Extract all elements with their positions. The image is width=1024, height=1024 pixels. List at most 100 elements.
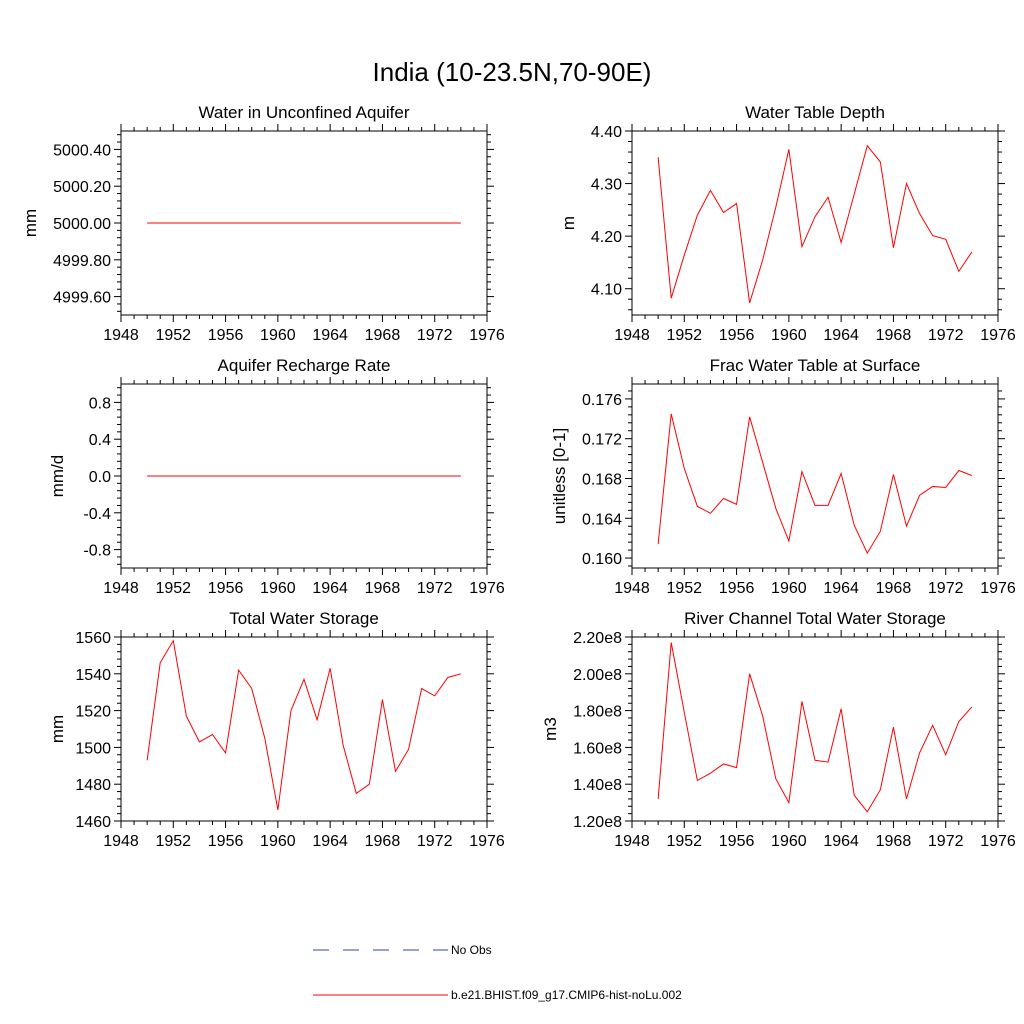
chart-panel-6: River Channel Total Water Storage 1948 195…	[541, 609, 1016, 850]
y-tick-label: 0.4	[89, 432, 111, 449]
y-tick-label: 1.40e8	[573, 777, 622, 794]
x-tick-label: 1956	[719, 580, 755, 597]
y-tick-label: 4999.60	[53, 290, 111, 307]
x-tick-label: 1956	[208, 580, 244, 597]
chart-panel-2: Water Table Depth 1948 1952 1956 1960 1964 196…	[559, 103, 1016, 344]
x-tick-label: 1976	[980, 580, 1016, 597]
y-tick-label: 5000.00	[53, 216, 111, 233]
panel-title: Frac Water Table at Surface	[710, 356, 921, 375]
y-axis-label: m	[559, 216, 578, 230]
y-tick-label: 2.20e8	[573, 630, 622, 647]
x-tick-label: 1948	[103, 580, 139, 597]
y-tick-label: 1480	[75, 777, 111, 794]
series-line	[146, 639, 461, 811]
y-tick-label: 4.10	[591, 282, 622, 299]
x-tick-label: 1948	[614, 580, 650, 597]
x-tick-label: 1972	[417, 580, 453, 597]
x-tick-label: 1956	[719, 833, 755, 850]
y-tick-label: -0.4	[83, 506, 111, 523]
x-tick-label: 1964	[312, 833, 348, 850]
x-tick-label: 1952	[666, 327, 702, 344]
x-tick-label: 1948	[103, 833, 139, 850]
x-tick-label: 1952	[155, 580, 191, 597]
x-tick-label: 1956	[208, 833, 244, 850]
y-tick-label: 4.20	[591, 229, 622, 246]
x-tick-label: 1976	[469, 327, 505, 344]
y-tick-label: 0.164	[582, 511, 622, 528]
x-tick-label: 1972	[928, 327, 964, 344]
x-tick-label: 1956	[719, 327, 755, 344]
x-tick-label: 1972	[417, 327, 453, 344]
panel-title: Water Table Depth	[745, 103, 885, 122]
y-tick-label: 1520	[75, 704, 111, 721]
y-tick-label: 0.160	[582, 551, 622, 568]
panel-title: Aquifer Recharge Rate	[218, 356, 391, 375]
panel-title: Water in Unconfined Aquifer	[198, 103, 409, 122]
x-tick-label: 1964	[823, 580, 859, 597]
chart-panels: Water in Unconfined Aquifer 1948 1952 1956 1…	[21, 103, 1016, 850]
chart-panel-5: Total Water Storage 1948 1952 1956 1960 1964 1…	[48, 609, 505, 850]
chart-panel-3: Aquifer Recharge Rate 1948 1952 1956 1960 196…	[48, 356, 505, 597]
y-tick-label: -0.8	[83, 543, 111, 560]
y-tick-label: 1.60e8	[573, 740, 622, 757]
x-tick-label: 1952	[666, 833, 702, 850]
y-tick-label: 4999.80	[53, 253, 111, 270]
x-tick-label: 1964	[823, 833, 859, 850]
y-tick-label: 0.172	[582, 432, 622, 449]
y-tick-label: 2.00e8	[573, 667, 622, 684]
y-tick-label: 1540	[75, 667, 111, 684]
x-tick-label: 1960	[771, 580, 807, 597]
panel-title: River Channel Total Water Storage	[684, 609, 946, 628]
y-tick-label: 0.176	[582, 392, 622, 409]
y-tick-label: 0.8	[89, 395, 111, 412]
y-tick-label: 1460	[75, 814, 111, 831]
y-axis-label: mm	[21, 209, 40, 237]
x-tick-label: 1952	[666, 580, 702, 597]
x-tick-label: 1968	[876, 580, 912, 597]
x-tick-label: 1952	[155, 327, 191, 344]
x-tick-label: 1976	[980, 833, 1016, 850]
y-axis-label: unitless [0-1]	[550, 428, 569, 524]
y-tick-label: 5000.20	[53, 179, 111, 196]
y-tick-label: 0.168	[582, 471, 622, 488]
x-tick-label: 1968	[365, 833, 401, 850]
x-tick-label: 1968	[876, 327, 912, 344]
x-tick-label: 1960	[771, 327, 807, 344]
series-line	[657, 413, 973, 555]
y-tick-label: 0.0	[89, 469, 111, 486]
x-tick-label: 1960	[260, 580, 296, 597]
x-tick-label: 1948	[103, 327, 139, 344]
y-tick-label: 4.30	[591, 177, 622, 194]
x-tick-label: 1964	[823, 327, 859, 344]
x-tick-label: 1968	[876, 833, 912, 850]
y-axis-label: mm	[48, 715, 67, 743]
y-tick-label: 4.40	[591, 124, 622, 141]
x-tick-label: 1972	[417, 833, 453, 850]
x-tick-label: 1976	[469, 833, 505, 850]
x-tick-label: 1976	[980, 327, 1016, 344]
x-tick-label: 1960	[260, 327, 296, 344]
panel-title: Total Water Storage	[229, 609, 379, 628]
series-line	[657, 144, 973, 304]
y-axis-label: m3	[541, 717, 560, 741]
x-tick-label: 1964	[312, 580, 348, 597]
plot-frame	[631, 636, 999, 822]
x-tick-label: 1960	[771, 833, 807, 850]
x-tick-label: 1948	[614, 833, 650, 850]
chart-panel-4: Frac Water Table at Surface 1948 1952 1956 1…	[550, 356, 1016, 597]
plot-frame	[631, 130, 999, 316]
x-tick-label: 1964	[312, 327, 348, 344]
x-tick-label: 1960	[260, 833, 296, 850]
x-tick-label: 1972	[928, 580, 964, 597]
x-tick-label: 1952	[155, 833, 191, 850]
y-tick-label: 5000.40	[53, 142, 111, 159]
legend-label-model: b.e21.BHIST.f09_g17.CMIP6-hist-noLu.002	[451, 988, 682, 1002]
chart-panel-1: Water in Unconfined Aquifer 1948 1952 1956 1…	[21, 103, 505, 344]
legend-label-no-obs: No Obs	[451, 943, 492, 957]
series-line	[657, 642, 973, 813]
plot-frame	[120, 636, 488, 822]
x-tick-label: 1956	[208, 327, 244, 344]
y-tick-label: 1500	[75, 740, 111, 757]
legend: No Obs b.e21.BHIST.f09_g17.CMIP6-hist-no…	[313, 943, 682, 1002]
